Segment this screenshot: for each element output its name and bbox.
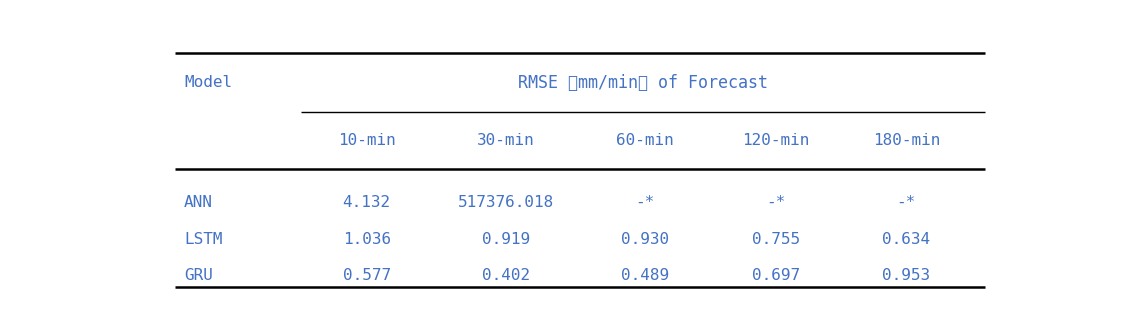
- Text: 30-min: 30-min: [477, 133, 535, 148]
- Text: -*: -*: [766, 195, 785, 210]
- Text: 10-min: 10-min: [338, 133, 395, 148]
- Text: 0.489: 0.489: [621, 268, 669, 283]
- Text: GRU: GRU: [184, 268, 212, 283]
- Text: 0.577: 0.577: [343, 268, 391, 283]
- Text: LSTM: LSTM: [184, 232, 222, 247]
- Text: 180-min: 180-min: [873, 133, 940, 148]
- Text: 4.132: 4.132: [343, 195, 391, 210]
- Text: 60-min: 60-min: [617, 133, 674, 148]
- Text: 0.919: 0.919: [482, 232, 530, 247]
- Text: -*: -*: [896, 195, 916, 210]
- Text: ANN: ANN: [184, 195, 212, 210]
- Text: 517376.018: 517376.018: [458, 195, 554, 210]
- Text: 0.634: 0.634: [883, 232, 930, 247]
- Text: 0.697: 0.697: [751, 268, 800, 283]
- Text: 0.930: 0.930: [621, 232, 669, 247]
- Text: RMSE （mm/min） of Forecast: RMSE （mm/min） of Forecast: [518, 73, 768, 92]
- Text: Model: Model: [184, 75, 232, 90]
- Text: 120-min: 120-min: [742, 133, 810, 148]
- Text: 0.755: 0.755: [751, 232, 800, 247]
- Text: 1.036: 1.036: [343, 232, 391, 247]
- Text: 0.953: 0.953: [883, 268, 930, 283]
- Text: -*: -*: [636, 195, 655, 210]
- Text: 0.402: 0.402: [482, 268, 530, 283]
